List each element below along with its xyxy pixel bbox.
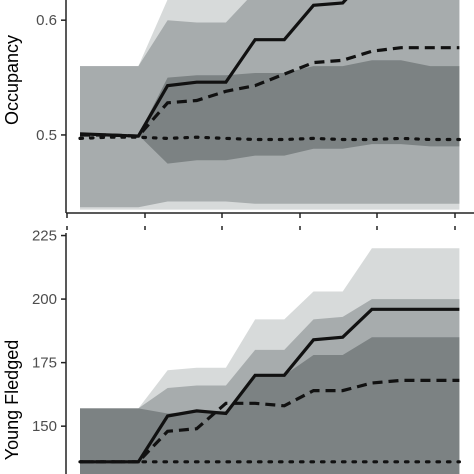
series-line-dotted bbox=[78, 135, 461, 142]
y-axis-title: Occupancy bbox=[2, 35, 22, 125]
series-line-dashed bbox=[80, 46, 460, 138]
young-fledged-panel: 150 175 200 225 Young Fledged bbox=[2, 228, 461, 474]
series-line-solid bbox=[80, 307, 460, 464]
y-axis-title: Young Fledged bbox=[2, 340, 22, 460]
occupancy-panel: 0.5 0.6 Occupancy bbox=[2, 0, 474, 230]
y-tick-label: 200 bbox=[32, 291, 57, 308]
y-tick-label: 150 bbox=[32, 418, 57, 435]
y-tick-label: 175 bbox=[32, 355, 57, 372]
plot-area bbox=[78, 248, 461, 474]
series-line-dashed bbox=[80, 378, 460, 464]
y-tick-label: 0.5 bbox=[36, 127, 57, 144]
series-line-solid bbox=[79, 0, 348, 138]
y-tick-label: 0.6 bbox=[36, 12, 57, 29]
y-tick-label: 225 bbox=[32, 228, 57, 245]
plot-area bbox=[78, 0, 461, 210]
